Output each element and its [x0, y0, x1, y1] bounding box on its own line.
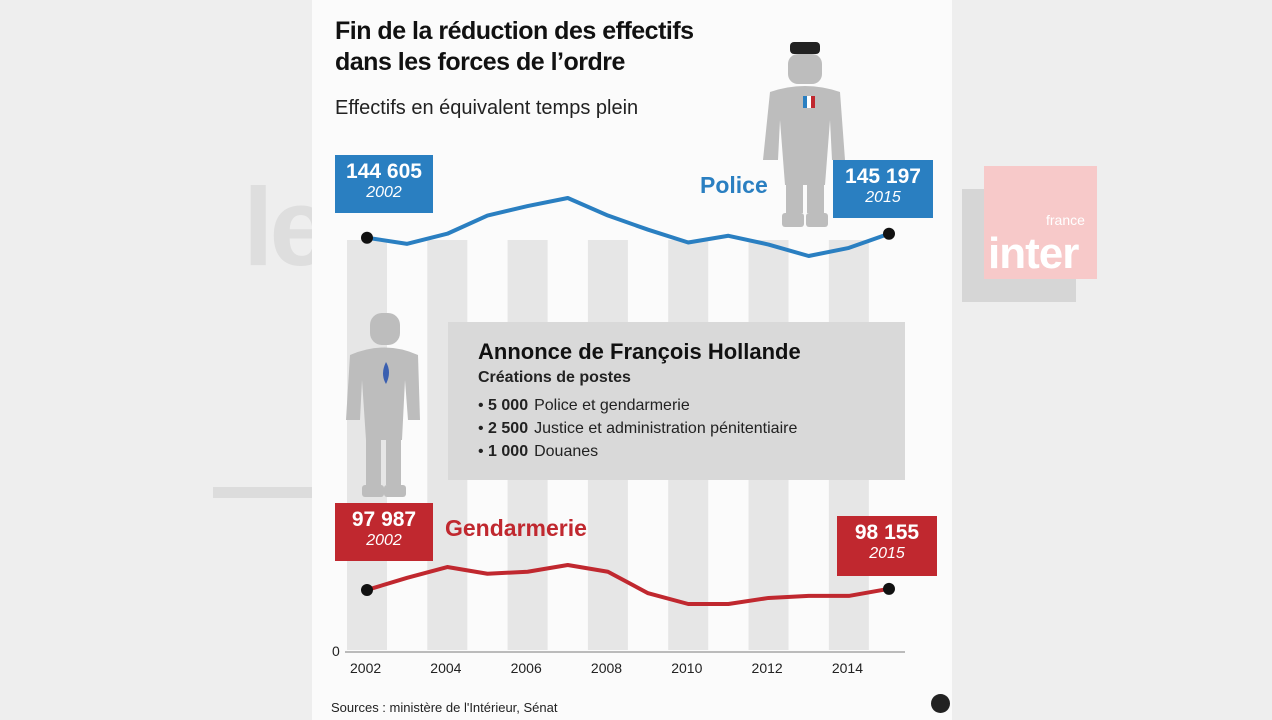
gendarmerie-end-value: 98 155 [854, 521, 920, 544]
x-tick-label: 2010 [671, 660, 703, 676]
title-line-2: dans les forces de l’ordre [335, 48, 625, 76]
police-endpoint-marker [361, 231, 373, 244]
gendarmerie-series-label: Gendarmerie [445, 515, 587, 541]
gendarmerie-end-label: 98 155 2015 [837, 516, 937, 576]
announcement-list: • 5 000 Police et gendarmerie • 2 500 Just… [478, 394, 797, 463]
y-axis-zero-label: 0 [332, 643, 340, 659]
police-start-value: 144 605 [346, 160, 422, 183]
police-start-label: 144 605 2002 [335, 155, 433, 213]
police-endpoint-marker [883, 227, 895, 240]
police-end-label: 145 197 2015 [833, 160, 933, 218]
item-value: 2 500 [488, 420, 529, 437]
x-tick-label: 2006 [510, 660, 542, 676]
item-label: Police et gendarmerie [534, 397, 690, 414]
publisher-badge-icon [931, 694, 950, 713]
police-end-year: 2015 [865, 189, 901, 206]
logo-text-france: france [1046, 212, 1085, 228]
title-line-1: Fin de la réduction des effectifs [335, 17, 694, 45]
gendarmerie-end-year: 2015 [869, 545, 905, 562]
gendarmerie-start-value: 97 987 [351, 508, 417, 531]
gendarmerie-line [366, 563, 890, 606]
police-line [366, 196, 890, 258]
announcement-box: Annonce de François Hollande Créations d… [448, 322, 905, 480]
item-value: 1 000 [488, 443, 529, 460]
announcement-item: • 1 000 Douanes [478, 443, 599, 460]
x-tick-label: 2012 [751, 660, 783, 676]
background-divider [213, 487, 348, 498]
announcement-item: • 5 000 Police et gendarmerie [478, 397, 690, 414]
gendarme-figure-icon [346, 313, 420, 497]
x-tick-label: 2008 [590, 660, 623, 676]
announcement-title: Annonce de François Hollande [478, 339, 801, 364]
sources-note: Sources : ministère de l'Intérieur, Séna… [331, 700, 558, 715]
police-start-year: 2002 [366, 184, 402, 201]
france-inter-logo [984, 166, 1097, 279]
item-label: Justice et administration pénitentiaire [534, 420, 798, 437]
chart-subtitle: Effectifs en équivalent temps plein [335, 97, 639, 119]
police-officer-figure-icon [763, 42, 845, 227]
gendarmerie-endpoint-marker [361, 583, 373, 596]
chart-title: Fin de la réduction des effectifs dans l… [335, 16, 694, 78]
police-end-value: 145 197 [845, 165, 921, 188]
x-tick-label: 2004 [430, 660, 462, 676]
gendarmerie-endpoint-marker [883, 582, 895, 595]
announcement-item: • 2 500 Justice et administration péniten… [478, 420, 798, 437]
announcement-subtitle: Créations de postes [478, 369, 631, 386]
x-tick-label: 2002 [350, 660, 382, 676]
gendarmerie-start-year: 2002 [366, 532, 402, 549]
police-series-label: Police [700, 172, 768, 198]
item-value: 5 000 [488, 397, 529, 414]
item-label: Douanes [534, 443, 599, 460]
gendarmerie-start-label: 97 987 2002 [335, 503, 433, 561]
logo-text-inter: inter [988, 229, 1079, 278]
x-tick-label: 2014 [831, 660, 863, 676]
